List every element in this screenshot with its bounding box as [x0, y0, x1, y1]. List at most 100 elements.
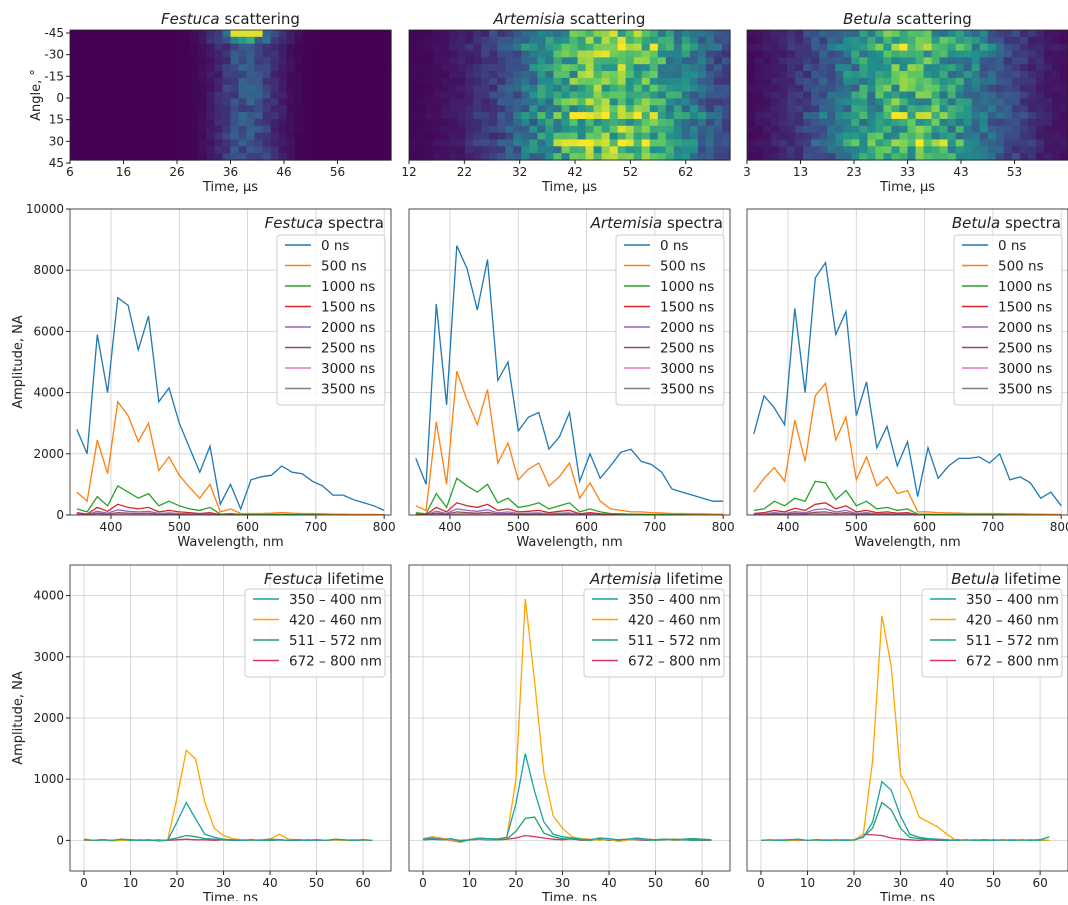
heatmap-cell	[489, 118, 498, 127]
heatmap-cell	[779, 57, 788, 65]
heatmap-cell	[118, 139, 127, 147]
heatmap-cell	[625, 77, 635, 86]
heatmap-cell	[206, 139, 216, 147]
heatmap-cell	[374, 105, 384, 113]
heatmap-cell	[763, 125, 772, 134]
heatmap-cell	[1003, 77, 1013, 86]
heatmap-cell	[705, 118, 715, 127]
heatmap-cell	[174, 64, 183, 72]
heatmap-cell	[537, 91, 547, 100]
heatmap-cell	[851, 118, 860, 127]
heatmap-cell	[859, 112, 868, 120]
heatmap-cell	[771, 118, 780, 127]
heatmap-cell	[1051, 153, 1061, 161]
heatmap-cell	[931, 84, 941, 93]
heatmap-cell	[987, 64, 997, 72]
heatmap-cell	[851, 57, 860, 65]
heatmap-cell	[102, 36, 111, 45]
heatmap-cell	[601, 71, 611, 79]
heatmap-cell	[891, 57, 901, 65]
heatmap-cell	[78, 98, 87, 106]
heatmap-cell	[585, 43, 595, 52]
heatmap-cell	[166, 84, 175, 93]
x-axis-label: Wavelength, nm	[516, 535, 622, 550]
heatmap-cell	[350, 36, 360, 45]
heatmap-cell	[569, 139, 579, 147]
heatmap-cell	[577, 36, 587, 45]
heatmap-cell	[366, 50, 376, 58]
heatmap-cell	[931, 153, 941, 161]
heatmap-cell	[190, 105, 200, 113]
heatmap-cell	[334, 139, 344, 147]
heatmap-cell	[915, 105, 925, 113]
heatmap-cell	[206, 71, 216, 79]
y-tick-label: -30	[44, 48, 64, 62]
heatmap-cell	[441, 153, 450, 161]
heatmap-cell	[409, 139, 418, 147]
heatmap-cell	[851, 132, 860, 141]
heatmap-cell	[78, 43, 87, 52]
heatmap-cell	[238, 91, 248, 100]
heatmap-cell	[601, 50, 611, 58]
heatmap-cell	[86, 125, 95, 134]
heatmap-cell	[763, 43, 772, 52]
heatmap-cell	[569, 91, 579, 100]
heatmap-title-species: Artemisia	[493, 10, 566, 28]
heatmap-cell	[987, 77, 997, 86]
legend-label: 3000 ns	[321, 361, 375, 377]
heatmap-cell	[545, 146, 555, 154]
heatmap-cell	[449, 57, 458, 65]
heatmap-cell	[102, 98, 111, 106]
heatmap-cell	[86, 71, 95, 79]
heatmap-cell	[1011, 77, 1021, 86]
heatmap-cell	[134, 98, 143, 106]
heatmap-cell	[843, 91, 852, 100]
heatmap-cell	[721, 146, 731, 154]
heatmap-cell	[681, 57, 691, 65]
heatmap-cell	[705, 84, 715, 93]
heatmap-cell	[747, 91, 756, 100]
heatmap-cell	[1027, 91, 1037, 100]
heatmap-cell	[142, 30, 151, 38]
heatmap-cell	[835, 91, 844, 100]
heatmap-cell	[262, 146, 272, 154]
heatmap-cell	[465, 132, 474, 141]
heatmap-cell	[593, 64, 603, 72]
heatmap-cell	[134, 36, 143, 45]
heatmap-cell	[433, 36, 442, 45]
heatmap-cell	[1035, 84, 1045, 93]
heatmap-cell	[238, 146, 248, 154]
heatmap-cell	[625, 71, 635, 79]
heatmap-cell	[585, 71, 595, 79]
heatmap-cell	[955, 118, 965, 127]
heatmap-cell	[190, 139, 200, 147]
heatmap-cell	[787, 132, 796, 141]
heatmap-cell	[755, 139, 764, 147]
heatmap-cell	[803, 105, 812, 113]
heatmap-cell	[617, 132, 627, 141]
heatmap-cell	[214, 30, 224, 38]
heatmap-cell	[142, 91, 151, 100]
heatmap-cell	[358, 50, 368, 58]
heatmap-cell	[979, 91, 989, 100]
heatmap-cell	[198, 98, 208, 106]
heatmap-cell	[585, 105, 595, 113]
heatmap-cell	[811, 71, 820, 79]
heatmap-cell	[222, 105, 232, 113]
heatmap-cell	[787, 71, 796, 79]
series-group	[760, 615, 1050, 842]
legend-label: 1500 ns	[660, 300, 714, 316]
heatmap-cell	[697, 30, 707, 38]
heatmap-cell	[70, 139, 79, 147]
heatmap-cell	[382, 84, 392, 93]
heatmap-cell	[382, 71, 392, 79]
heatmap-cell	[665, 91, 675, 100]
heatmap-cell	[915, 91, 925, 100]
heatmap-cell	[721, 132, 731, 141]
heatmap-cell	[310, 146, 320, 154]
heatmap-cell	[577, 105, 587, 113]
heatmap-cell	[529, 50, 539, 58]
heatmap-cell	[417, 30, 426, 38]
heatmap-cell	[931, 125, 941, 134]
heatmap-cell	[705, 77, 715, 86]
